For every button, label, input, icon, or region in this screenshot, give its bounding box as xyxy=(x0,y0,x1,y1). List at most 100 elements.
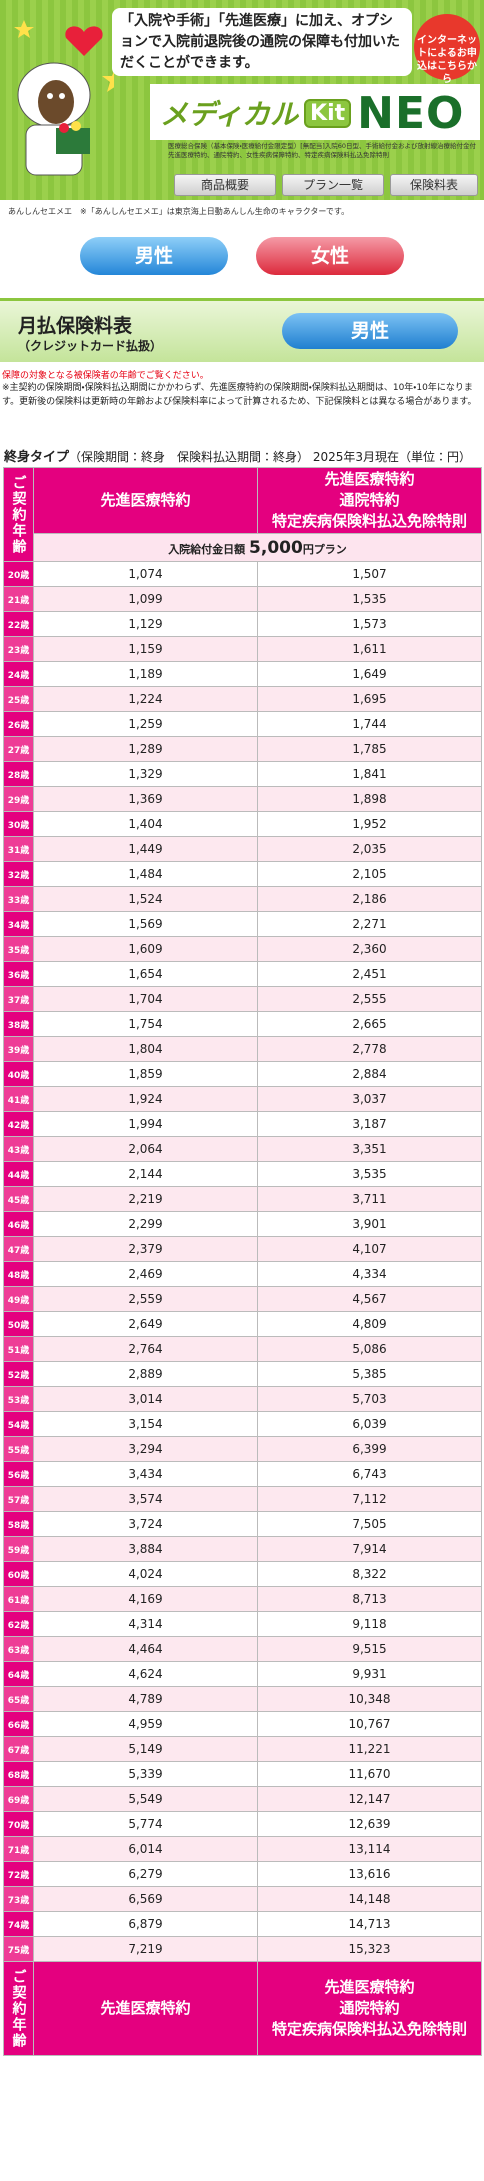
premium-cell: 7,505 xyxy=(257,1511,482,1537)
premium-cell: 6,879 xyxy=(33,1911,258,1937)
premium-cell: 1,785 xyxy=(257,736,482,762)
table-row: 63歳 4,464 9,515 xyxy=(3,1636,482,1662)
age-cell: 31歳 xyxy=(3,836,34,862)
premium-cell: 1,898 xyxy=(257,786,482,812)
premium-cell: 2,299 xyxy=(33,1211,258,1237)
age-cell: 24歳 xyxy=(3,661,34,687)
age-cell: 59歳 xyxy=(3,1536,34,1562)
premium-cell: 1,369 xyxy=(33,786,258,812)
age-cell: 22歳 xyxy=(3,611,34,637)
col-header-line: 通院特約 xyxy=(339,1999,400,2017)
premium-cell: 1,449 xyxy=(33,836,258,862)
table-row: 70歳 5,774 12,639 xyxy=(3,1811,482,1837)
premium-cell: 13,114 xyxy=(257,1836,482,1862)
age-cell: 35歳 xyxy=(3,936,34,962)
premium-cell: 12,147 xyxy=(257,1786,482,1812)
premium-cell: 3,724 xyxy=(33,1511,258,1537)
table-type: 終身タイプ xyxy=(4,450,70,465)
age-cell: 65歳 xyxy=(3,1686,34,1712)
age-cell: 75歳 xyxy=(3,1936,34,1962)
age-cell: 40歳 xyxy=(3,1061,34,1087)
premium-cell: 11,670 xyxy=(257,1761,482,1787)
age-header: ご契約年齢 xyxy=(3,467,34,562)
table-row: 72歳 6,279 13,616 xyxy=(3,1861,482,1887)
table-row: 30歳 1,404 1,952 xyxy=(3,811,482,837)
age-cell: 72歳 xyxy=(3,1861,34,1887)
nav-button[interactable]: プラン一覧 xyxy=(282,174,384,196)
premium-cell: 1,744 xyxy=(257,711,482,737)
premium-cell: 5,549 xyxy=(33,1786,258,1812)
age-cell: 64歳 xyxy=(3,1661,34,1687)
premium-cell: 1,329 xyxy=(33,761,258,787)
plan-suffix: 円プラン xyxy=(302,542,347,556)
table-row: 23歳 1,159 1,611 xyxy=(3,636,482,662)
footer-row: ご契約年齢 先進医療特約 先進医療特約 通院特約 特定疾病保険料払込免除特則 xyxy=(3,1961,482,2056)
table-row: 45歳 2,219 3,711 xyxy=(3,1186,482,1212)
premium-cell: 9,515 xyxy=(257,1636,482,1662)
table-row: 59歳 3,884 7,914 xyxy=(3,1536,482,1562)
gender-button[interactable]: 男性 xyxy=(80,237,228,275)
premium-cell: 7,219 xyxy=(33,1936,258,1962)
table-row: 62歳 4,314 9,118 xyxy=(3,1611,482,1637)
premium-cell: 4,464 xyxy=(33,1636,258,1662)
age-cell: 58歳 xyxy=(3,1511,34,1537)
premium-cell: 6,014 xyxy=(33,1836,258,1862)
premium-cell: 10,767 xyxy=(257,1711,482,1737)
table-row: 61歳 4,169 8,713 xyxy=(3,1586,482,1612)
table-row: 54歳 3,154 6,039 xyxy=(3,1411,482,1437)
table-row: 47歳 2,379 4,107 xyxy=(3,1236,482,1262)
premium-cell: 9,931 xyxy=(257,1661,482,1687)
selected-gender[interactable]: 男性 xyxy=(282,313,458,349)
age-cell: 52歳 xyxy=(3,1361,34,1387)
premium-cell: 1,259 xyxy=(33,711,258,737)
premium-cell: 1,994 xyxy=(33,1111,258,1137)
character-name: あんしんセエメエ xyxy=(8,207,72,216)
age-cell: 68歳 xyxy=(3,1761,34,1787)
character-note: ※「あんしんセエメエ」は東京海上日動あんしん生命のキャラクターです。 xyxy=(80,207,350,216)
premium-cell: 2,764 xyxy=(33,1336,258,1362)
premium-cell: 7,914 xyxy=(257,1536,482,1562)
age-cell: 63歳 xyxy=(3,1636,34,1662)
age-cell: 71歳 xyxy=(3,1836,34,1862)
premium-cell: 4,789 xyxy=(33,1686,258,1712)
table-row: 71歳 6,014 13,114 xyxy=(3,1836,482,1862)
premium-cell: 6,279 xyxy=(33,1861,258,1887)
premium-cell: 1,704 xyxy=(33,986,258,1012)
premium-cell: 14,148 xyxy=(257,1886,482,1912)
age-cell: 45歳 xyxy=(3,1186,34,1212)
table-row: 20歳 1,074 1,507 xyxy=(3,561,482,587)
header-row: ご契約年齢 先進医療特約 先進医療特約 通院特約 特定疾病保険料払込免除特則 xyxy=(3,467,482,562)
premium-cell: 1,859 xyxy=(33,1061,258,1087)
age-cell: 47歳 xyxy=(3,1236,34,1262)
nav-button[interactable]: 商品概要 xyxy=(174,174,276,196)
table-row: 55歳 3,294 6,399 xyxy=(3,1436,482,1462)
age-cell: 74歳 xyxy=(3,1911,34,1937)
premium-cell: 2,451 xyxy=(257,961,482,987)
mascot xyxy=(14,20,114,176)
col-header: 先進医療特約 xyxy=(33,1961,258,2056)
age-cell: 67歳 xyxy=(3,1736,34,1762)
premium-cell: 6,399 xyxy=(257,1436,482,1462)
premium-cell: 4,809 xyxy=(257,1311,482,1337)
age-cell: 27歳 xyxy=(3,736,34,762)
premium-cell: 14,713 xyxy=(257,1911,482,1937)
premium-cell: 1,952 xyxy=(257,811,482,837)
table-row: 74歳 6,879 14,713 xyxy=(3,1911,482,1937)
premium-cell: 3,434 xyxy=(33,1461,258,1487)
age-cell: 38歳 xyxy=(3,1011,34,1037)
premium-cell: 2,555 xyxy=(257,986,482,1012)
table-row: 38歳 1,754 2,665 xyxy=(3,1011,482,1037)
premium-cell: 5,086 xyxy=(257,1336,482,1362)
table-row: 26歳 1,259 1,744 xyxy=(3,711,482,737)
table-row: 34歳 1,569 2,271 xyxy=(3,911,482,937)
apply-badge[interactable]: インターネットによるお申込はこちらから xyxy=(414,14,480,85)
nav-button[interactable]: 保険料表 xyxy=(390,174,478,196)
gender-button[interactable]: 女性 xyxy=(256,237,404,275)
banner: 「入院や手術」「先進医療」に加え、オプションで入院前退院後の通院の保障も付加いた… xyxy=(0,0,484,200)
age-cell: 21歳 xyxy=(3,586,34,612)
premium-cell: 2,649 xyxy=(33,1311,258,1337)
logo: メディカル Kit NEO xyxy=(160,88,464,139)
premium-cell: 1,804 xyxy=(33,1036,258,1062)
premium-cell: 2,884 xyxy=(257,1061,482,1087)
section-header: 月払保険料表 （クレジットカード払扱） 男性 xyxy=(0,298,484,362)
